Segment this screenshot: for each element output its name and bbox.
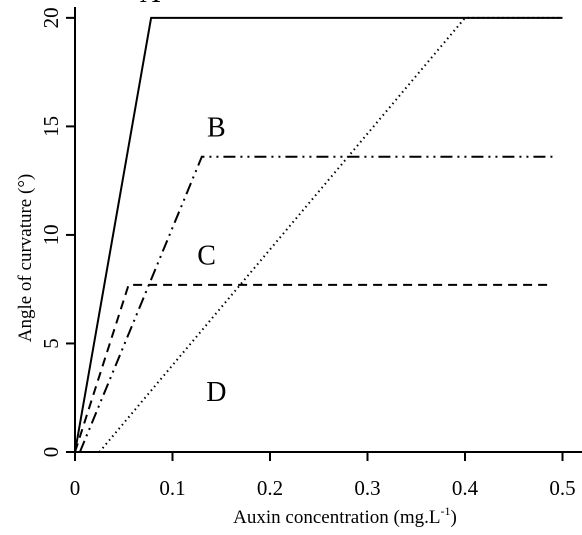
axes <box>74 7 582 453</box>
series-label-a: A <box>140 0 161 9</box>
x-axis-title: Auxin concentration (mg.L-1) <box>233 504 457 528</box>
x-tick-label: 0.3 <box>354 476 380 500</box>
series-line-c <box>74 283 553 453</box>
x-axis-title-end: ) <box>451 507 457 528</box>
series-labels: A B C D <box>140 0 227 408</box>
x-axis-title-sup: -1 <box>441 504 451 518</box>
series-line-b <box>78 155 553 453</box>
series-label-b: B <box>207 112 226 143</box>
y-tick-label: 5 <box>39 338 63 349</box>
x-tick-label: 0 <box>70 476 81 500</box>
x-tick-label: 0.4 <box>452 476 479 500</box>
y-axis-title: Angle of curvature (°) <box>15 174 36 343</box>
x-tick-label: 0.2 <box>257 476 283 500</box>
series-group <box>74 16 563 453</box>
x-tick-label: 0.1 <box>159 476 185 500</box>
series-line-a <box>74 16 563 453</box>
x-axis-title-main: Auxin concentration (mg.L <box>233 507 440 528</box>
x-tick-label: 0.5 <box>549 476 575 500</box>
y-tick-label: 0 <box>39 447 63 458</box>
series-label-c: C <box>197 240 216 271</box>
series-label-d: D <box>206 377 226 408</box>
y-tick-label: 10 <box>39 224 63 245</box>
ticks: 0 0.1 0.2 0.3 0.4 0.5 0 5 10 15 20 <box>39 7 576 500</box>
y-tick-label: 15 <box>39 116 63 137</box>
y-tick-label: 20 <box>39 7 63 28</box>
